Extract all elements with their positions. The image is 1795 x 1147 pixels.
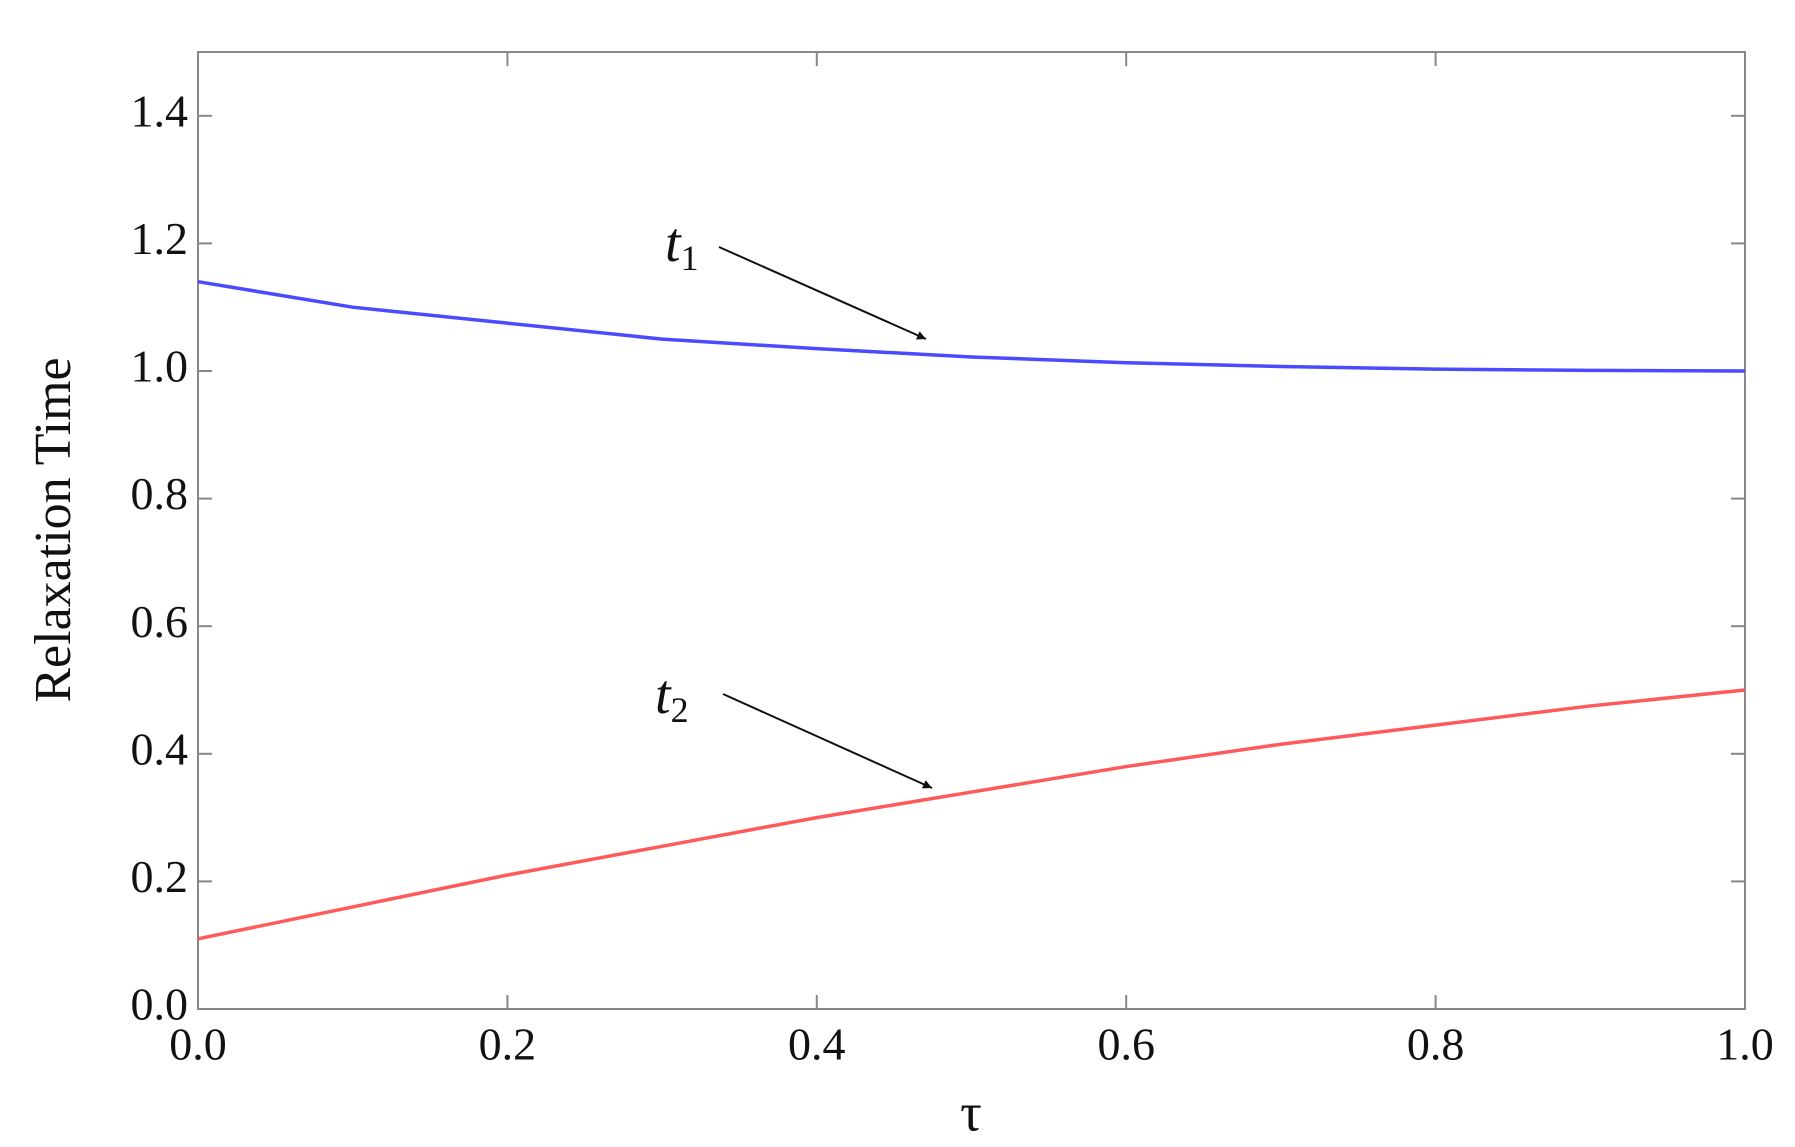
x-tick-label: 0.8 [1407,1019,1465,1070]
y-tick-label: 0.4 [131,723,189,774]
annotation-arrow [722,693,933,789]
y-tick-label: 0.8 [131,468,189,519]
series-label: t2 [655,664,689,730]
series-label-sub: 1 [681,238,699,278]
x-tick-label: 0.4 [788,1019,846,1070]
series-label-text: t [655,664,672,726]
series-line [197,688,1746,941]
x-tick-label: 0.0 [169,1019,227,1070]
series-label-sub: 2 [671,690,689,730]
x-axis-label: τ [960,1082,982,1142]
y-tick-label: 0.2 [131,851,189,902]
x-tick-label: 0.6 [1097,1019,1155,1070]
y-tick-label: 1.2 [131,213,189,264]
series-line [197,279,1746,373]
y-tick-label: 1.4 [131,85,189,136]
x-tick-label: 0.2 [479,1019,537,1070]
y-tick-label: 1.0 [131,341,189,392]
y-axis-label: Relaxation Time [25,357,82,702]
annotation-arrow [718,246,927,340]
y-tick-label: 0.0 [131,979,189,1030]
y-tick-label: 0.6 [131,596,189,647]
plot-frame [197,51,1746,1010]
series-label: t1 [665,212,699,278]
series-label-text: t [665,212,682,274]
x-tick-label: 1.0 [1716,1019,1774,1070]
